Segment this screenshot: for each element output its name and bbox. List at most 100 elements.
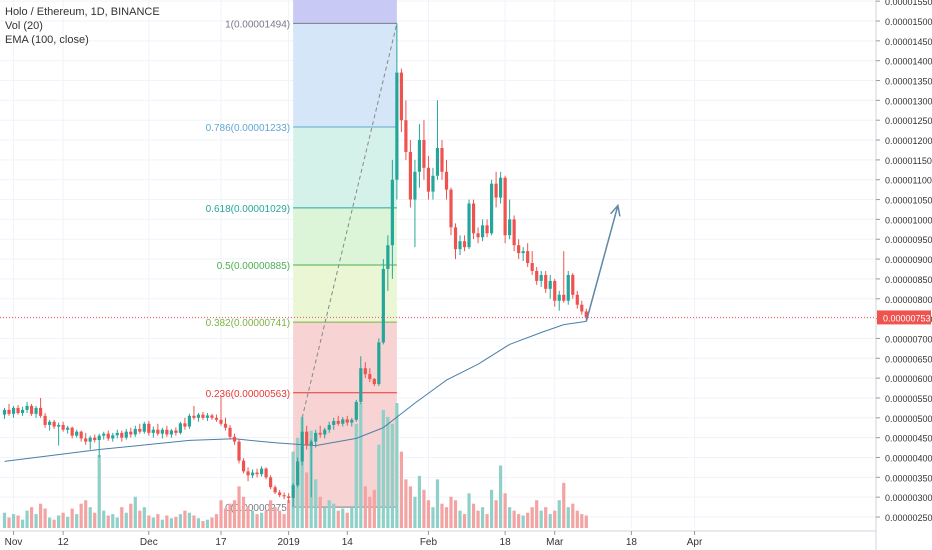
- ema-line: [4, 320, 587, 462]
- fib-band: [293, 322, 397, 393]
- price-tick-label: 0.00000900: [885, 255, 932, 265]
- volume-bar: [11, 514, 16, 528]
- candle-body: [287, 496, 291, 498]
- candle-body: [57, 424, 61, 427]
- volume-bar: [323, 507, 327, 528]
- volume-bar: [359, 403, 363, 528]
- candle-body: [332, 420, 336, 425]
- candle-body: [471, 203, 476, 234]
- volume-bar: [106, 515, 110, 528]
- candle-body: [178, 423, 182, 433]
- candle-body: [566, 274, 570, 301]
- candle-body: [102, 433, 106, 436]
- candle-body: [562, 294, 566, 301]
- volume-indicator-label[interactable]: Vol (20): [5, 20, 43, 32]
- time-axis[interactable]: Nov 12 Dec 17 2019 14 Feb 18 Mar 18 Apr: [0, 530, 876, 548]
- fibonacci-retracement[interactable]: 1(0.00001494) 0.786(0.00001233) 0.618(0.00…: [206, 0, 397, 514]
- volume-bar: [404, 479, 408, 528]
- volume-bar: [75, 514, 79, 528]
- trend-line[interactable]: [301, 23, 398, 418]
- candle-body: [417, 140, 422, 172]
- price-tick-label: 0.00000700: [885, 334, 932, 344]
- candle-body: [553, 280, 557, 301]
- volume-bar: [327, 500, 331, 528]
- candle-body: [133, 428, 137, 435]
- candle-body: [544, 274, 548, 289]
- candle-body: [151, 429, 155, 433]
- candle-body: [499, 177, 503, 198]
- volume-bar: [345, 512, 349, 528]
- candle-body: [363, 368, 367, 375]
- volume-bar: [237, 486, 241, 528]
- candle-body: [66, 427, 70, 430]
- candle-body: [431, 175, 435, 192]
- volume-bar: [133, 496, 137, 528]
- time-tick-label: 14: [342, 537, 354, 548]
- candle-body: [246, 471, 250, 476]
- volume-bar: [93, 512, 97, 528]
- volume-bar: [169, 518, 173, 528]
- candle-body: [70, 427, 74, 436]
- volume-bar: [214, 514, 219, 528]
- candle-body: [187, 415, 192, 427]
- volume-bar: [102, 510, 106, 528]
- volume-bar: [84, 500, 88, 528]
- candle-body: [115, 432, 119, 436]
- candle-body: [16, 407, 20, 414]
- volume-bar: [539, 510, 543, 528]
- candle-body: [422, 140, 426, 168]
- price-axis[interactable]: 0.00000250 0.00000300 0.00000350 0.00000400…: [875, 0, 932, 550]
- candlesticks: [2, 23, 588, 508]
- candle-body: [413, 171, 417, 200]
- price-tick-label: 0.00000500: [885, 414, 932, 424]
- ema-indicator-label[interactable]: EMA (100, close): [5, 34, 89, 46]
- candle-body: [318, 432, 322, 435]
- volume-bar: [205, 519, 210, 528]
- candle-body: [29, 405, 34, 414]
- fib-band-top: [293, 0, 397, 24]
- price-tick-label: 0.00000400: [885, 453, 932, 463]
- candle-body: [386, 245, 390, 269]
- time-tick-label: Mar: [546, 537, 564, 548]
- candle-body: [517, 245, 521, 254]
- chart-legend: Holo / Ethereum, 1D, BINANCE Vol (20) EM…: [5, 5, 160, 47]
- candle-body: [512, 219, 516, 246]
- price-tick-label: 0.00001150: [885, 156, 932, 166]
- volume-bar: [129, 503, 133, 528]
- volume-bar: [7, 517, 11, 528]
- candle-body: [160, 429, 164, 434]
- candle-body: [571, 274, 575, 295]
- volume-bar: [526, 512, 530, 528]
- price-tick-label: 0.00000950: [885, 235, 932, 245]
- volume-bar: [305, 472, 309, 528]
- volume-bar: [408, 486, 413, 528]
- candle-body: [61, 424, 65, 430]
- fib-level-label: 0.236(0.00000563): [206, 389, 291, 400]
- candle-body: [43, 415, 47, 425]
- candle-body: [84, 438, 88, 442]
- time-tick-label: 18: [500, 537, 512, 548]
- projection-arrow[interactable]: [585, 203, 621, 322]
- symbol-title[interactable]: Holo / Ethereum, 1D, BINANCE: [5, 6, 160, 18]
- volume-bar: [535, 500, 539, 528]
- volume-bar: [332, 503, 336, 528]
- price-tick-label: 0.00001350: [885, 77, 932, 87]
- fib-level-label: 0.786(0.00001233): [206, 123, 291, 134]
- candle-body: [539, 274, 543, 281]
- price-tick-label: 0.00001200: [885, 136, 932, 146]
- volume-bar: [363, 486, 367, 528]
- volume-bar: [2, 512, 7, 528]
- candle-body: [557, 294, 561, 301]
- volume-bar: [499, 465, 503, 528]
- candle-body: [264, 468, 268, 478]
- candle-body: [205, 415, 210, 418]
- candle-body: [395, 72, 399, 180]
- time-tick-label: Nov: [5, 537, 23, 548]
- candle-body: [548, 280, 552, 289]
- price-tick-label: 0.00000250: [885, 513, 932, 523]
- candle-body: [508, 219, 512, 236]
- volume-bar: [372, 489, 376, 528]
- volume-bar: [444, 507, 449, 528]
- candle-body: [219, 419, 223, 424]
